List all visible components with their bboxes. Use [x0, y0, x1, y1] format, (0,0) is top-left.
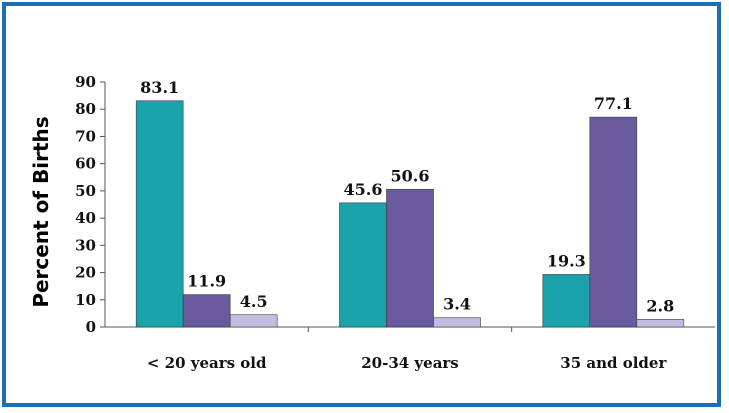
bar: [636, 319, 685, 328]
data-label: 19.3: [547, 251, 586, 270]
bar: [542, 274, 591, 328]
bar: [229, 314, 278, 328]
data-labels: 83.1 11.9 4.5 45.6 50.6 3.4 19.3 77.1 2.8: [140, 78, 674, 316]
data-label: 83.1: [140, 78, 179, 97]
data-label: 50.6: [391, 166, 430, 185]
category-labels: < 20 years old 20-34 years 35 and older: [147, 354, 668, 372]
data-label: 4.5: [240, 292, 268, 311]
y-tick-label: 80: [75, 100, 96, 118]
y-tick-label: 60: [75, 155, 96, 173]
y-tick-label: 30: [75, 236, 96, 254]
bar: [433, 317, 481, 328]
bar: [339, 202, 387, 328]
y-tick-label: 20: [75, 264, 96, 282]
bar: [386, 188, 434, 328]
bar: [182, 294, 231, 328]
x-category-label: < 20 years old: [147, 354, 267, 372]
data-label: 3.4: [443, 295, 471, 314]
y-tick-label: 90: [75, 73, 96, 91]
bar: [589, 116, 638, 328]
bars: [135, 100, 685, 328]
y-tick-label: 10: [75, 291, 96, 309]
bar: [135, 100, 184, 328]
data-label: 45.6: [344, 180, 383, 199]
y-tick-label: 0: [86, 318, 96, 336]
y-tick-label: 40: [75, 209, 96, 227]
y-tick-label: 70: [75, 127, 96, 145]
x-category-label: 20-34 years: [361, 354, 459, 372]
data-label: 2.8: [646, 296, 674, 315]
data-label: 77.1: [594, 94, 633, 113]
data-label: 11.9: [187, 272, 226, 291]
x-category-label: 35 and older: [560, 354, 667, 372]
y-axis-label: Percent of Births: [29, 116, 53, 307]
y-tick-label: 50: [75, 182, 96, 200]
